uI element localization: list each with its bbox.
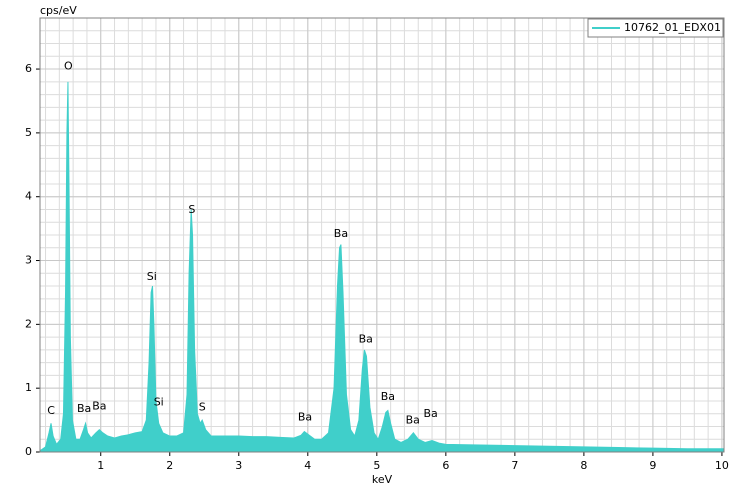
- peak-label: Ba: [424, 407, 438, 420]
- peak-label: S: [199, 401, 206, 414]
- x-tick-label: 4: [304, 459, 311, 472]
- x-tick-label: 8: [580, 459, 587, 472]
- x-tick-label: 2: [166, 459, 173, 472]
- peak-label: C: [47, 404, 55, 417]
- y-tick-label: 1: [25, 381, 32, 394]
- x-tick-label: 10: [715, 459, 729, 472]
- y-tick-label: 3: [25, 254, 32, 267]
- y-tick-label: 5: [25, 126, 32, 139]
- x-tick-label: 5: [373, 459, 380, 472]
- peak-label: Ba: [381, 390, 395, 403]
- y-tick-label: 4: [25, 190, 32, 203]
- peak-label: O: [64, 59, 73, 72]
- peak-label: Ba: [92, 399, 106, 412]
- legend-box: [587, 18, 724, 38]
- x-tick-label: 6: [442, 459, 449, 472]
- spectrum-area: [39, 81, 725, 453]
- legend-label: 10762_01_EDX01: [624, 21, 721, 34]
- y-tick-label: 0: [25, 445, 32, 458]
- x-tick-label: 9: [649, 459, 656, 472]
- x-axis-label: keV: [372, 473, 393, 486]
- y-tick-label: 6: [25, 62, 32, 75]
- x-tick-label: 3: [235, 459, 242, 472]
- x-tick-label: 7: [511, 459, 518, 472]
- plot-border: [39, 17, 725, 453]
- y-tick-label: 2: [25, 317, 32, 330]
- peak-label: Ba: [359, 332, 373, 345]
- peak-label: Si: [147, 270, 157, 283]
- y-axis-label: cps/eV: [40, 4, 77, 17]
- peak-label: Ba: [334, 227, 348, 240]
- peak-label: Ba: [406, 413, 420, 426]
- peak-label: Si: [154, 396, 164, 409]
- x-tick-label: 1: [97, 459, 104, 472]
- peak-label: Ba: [298, 410, 312, 423]
- peak-label: S: [188, 203, 195, 216]
- peak-label: Ba: [77, 402, 91, 415]
